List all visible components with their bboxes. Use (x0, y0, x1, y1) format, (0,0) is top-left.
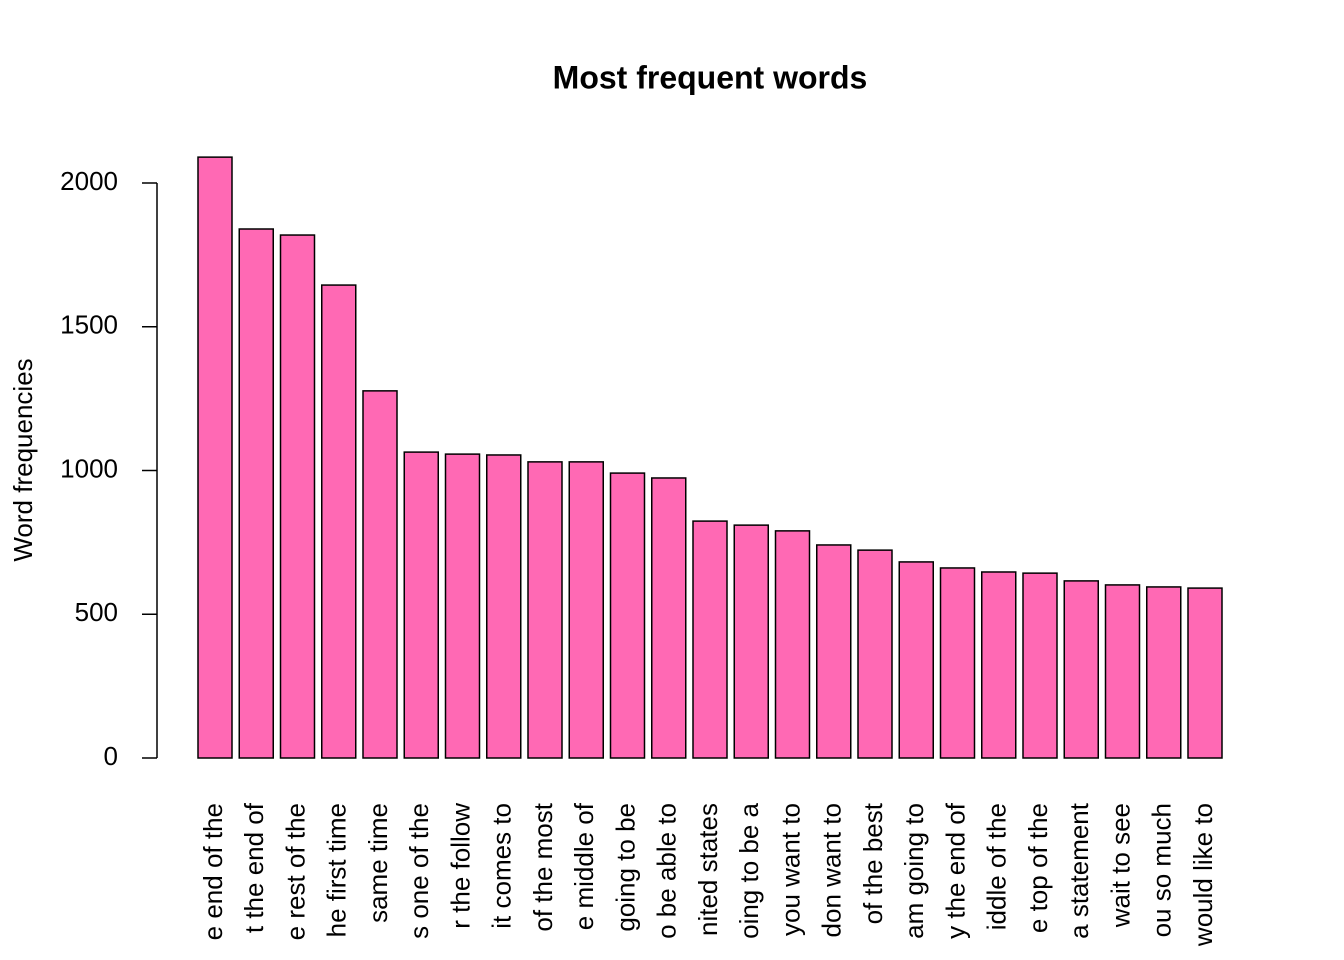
bar (733, 524, 769, 759)
bar (1022, 572, 1058, 759)
bar (486, 454, 522, 759)
x-tick-label: e rest of the (280, 803, 310, 940)
bar (321, 284, 357, 759)
x-tick-label: r the follow (445, 803, 475, 929)
y-tick-label: 500 (75, 597, 118, 627)
x-tick-label: would like to (1188, 803, 1218, 947)
x-tick-label: e middle of (569, 802, 599, 930)
bar (981, 571, 1017, 759)
x-tick-label: don want to (817, 803, 847, 937)
bar (692, 520, 728, 759)
x-tick-label: a statement (1064, 802, 1094, 939)
bar (279, 234, 316, 759)
x-tick-label: ou so much (1147, 803, 1177, 937)
x-tick-label: iddle of the (982, 803, 1012, 930)
bar (816, 544, 852, 759)
bar (1187, 587, 1223, 759)
x-tick-label: am going to (899, 803, 929, 939)
x-tick-label: o be able to (652, 803, 682, 939)
y-tick-label: 1000 (60, 453, 118, 483)
bar (609, 472, 646, 759)
bar (1104, 584, 1141, 759)
x-tick-label: of the best (858, 802, 888, 924)
bar (774, 530, 811, 759)
bar (197, 156, 233, 759)
bar (238, 228, 274, 759)
x-tick-label: e top of the (1023, 803, 1053, 933)
bar (939, 567, 976, 759)
x-tick-label: s one of the (404, 803, 434, 939)
bar (568, 461, 604, 759)
bar (1063, 580, 1099, 759)
x-tick-label: nited states (693, 803, 723, 936)
y-tick-label: 0 (104, 741, 118, 771)
x-tick-label: oing to be a (734, 802, 764, 938)
bar (444, 453, 481, 759)
x-tick-label: of the most (528, 802, 558, 931)
x-tick-label: e end of the (198, 803, 228, 940)
bar (403, 451, 439, 759)
bar (898, 561, 934, 759)
chart-title: Most frequent words (553, 59, 868, 95)
x-tick-label: you want to (775, 803, 805, 936)
y-tick-label: 2000 (60, 166, 118, 196)
bar (1146, 586, 1182, 759)
x-tick-label: going to be (610, 803, 640, 932)
bar (527, 461, 563, 759)
x-tick-label: y the end of (940, 802, 970, 939)
x-tick-label: same time (363, 803, 393, 923)
bar (651, 477, 687, 759)
y-tick-label: 1500 (60, 310, 118, 340)
x-tick-label: he first time (322, 803, 352, 937)
bar (362, 390, 398, 759)
x-tick-label: t the end of (239, 802, 269, 933)
x-tick-label: wait to see (1105, 803, 1135, 928)
y-axis-label: Word frequencies (8, 358, 38, 561)
bar (857, 549, 893, 759)
x-tick-label: it comes to (487, 803, 517, 929)
